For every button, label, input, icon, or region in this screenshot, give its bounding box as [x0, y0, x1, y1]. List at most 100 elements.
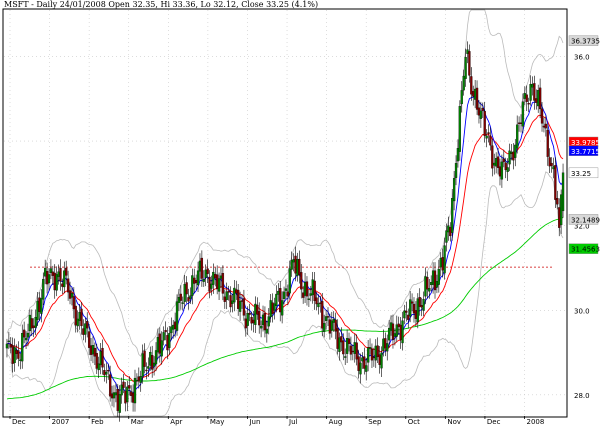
candle-body [267, 316, 270, 327]
candle-body [544, 123, 547, 129]
candle-body [424, 276, 427, 297]
candle-body [487, 132, 490, 135]
candle-body [542, 125, 546, 128]
candle-body [470, 76, 473, 95]
x-tick-label: Apr [170, 418, 182, 426]
candle-body [403, 310, 406, 319]
candle-body [537, 90, 540, 107]
candle-body [326, 316, 330, 318]
candle-body [219, 275, 223, 279]
candle-body [61, 283, 64, 287]
candle-body [24, 337, 28, 341]
ma-slow-line [6, 217, 564, 400]
candle-body [374, 345, 377, 361]
candle-body [399, 324, 402, 340]
candle-body [65, 267, 68, 276]
candle-body [477, 107, 481, 116]
candle-body [208, 276, 211, 292]
candle-body [135, 379, 139, 382]
candle-body [15, 350, 18, 354]
candle-body [128, 385, 131, 389]
candle-body [516, 124, 519, 149]
plot-frame [2, 8, 568, 418]
candle-body [97, 363, 100, 371]
candle-body [462, 75, 465, 91]
candle-body [5, 343, 9, 349]
candle-body [133, 377, 137, 404]
x-tick-label: Feb [91, 418, 104, 426]
candle-body [9, 344, 12, 348]
candle-body [319, 302, 322, 304]
candle-body [84, 323, 87, 335]
candle-body [368, 347, 372, 349]
candle-body [437, 268, 440, 285]
candle-body [204, 269, 207, 278]
candle-body [193, 277, 196, 284]
candle-body [313, 280, 316, 302]
candle-body [389, 322, 393, 330]
candle-body [240, 300, 244, 302]
candle-body [452, 178, 456, 202]
candle-body [246, 313, 249, 326]
candle-body [431, 270, 435, 285]
candle-body [99, 351, 102, 366]
candle-body [508, 150, 511, 165]
candle-body [122, 381, 125, 388]
candle-body [498, 166, 502, 177]
candle-body [426, 276, 429, 290]
lower-band [6, 171, 564, 417]
candle-body [101, 347, 104, 368]
price-tag-label: 31.4563 [571, 246, 600, 254]
candle-body [141, 353, 144, 377]
candle-body [550, 162, 553, 166]
candle-body [380, 352, 383, 369]
candle-body [410, 301, 414, 304]
candle-body [217, 278, 221, 292]
candle-body [63, 270, 66, 288]
candle-body [49, 268, 53, 274]
x-axis-ticks: Dec 2007 Feb Mar Apr May Jun Jul Aug Sep Oct Nov Dec… [9, 416, 544, 426]
candle-body [23, 329, 26, 338]
price-tag-box [568, 214, 599, 225]
candle-body [200, 257, 204, 279]
candle-body [288, 268, 291, 294]
candle-body [275, 293, 278, 307]
candle-body [357, 356, 360, 371]
x-tick-label: Dec [12, 418, 26, 426]
candle-body [493, 162, 496, 166]
candle-body [473, 88, 477, 100]
candle-body [489, 135, 492, 146]
candle-body [221, 273, 225, 294]
candle-body [441, 257, 444, 271]
candle-body [523, 93, 526, 99]
candle-body [303, 282, 307, 296]
x-tick-label: Aug [329, 418, 343, 426]
candle-body [124, 390, 127, 404]
candle-body [78, 312, 81, 321]
candle-body [7, 340, 11, 343]
candle-body [181, 302, 184, 304]
candle-body [191, 275, 194, 296]
candle-body [491, 145, 494, 169]
candle-body [277, 290, 280, 295]
candle-body [324, 316, 328, 321]
candle-body [149, 351, 152, 366]
candle-body [305, 281, 309, 297]
candle-body [42, 279, 45, 300]
candle-body [483, 110, 486, 136]
candle-body [363, 356, 366, 369]
candle-body [300, 272, 303, 290]
candle-body [231, 300, 234, 304]
candle-body [147, 366, 150, 369]
candle-body [185, 282, 188, 295]
candle-body [261, 314, 265, 326]
candle-body [173, 321, 177, 330]
bollinger-bands [6, 9, 564, 417]
candle-body [263, 313, 267, 331]
candle-body [202, 279, 205, 282]
candle-body [559, 194, 563, 226]
candle-body [420, 305, 423, 308]
candle-body [428, 288, 431, 292]
